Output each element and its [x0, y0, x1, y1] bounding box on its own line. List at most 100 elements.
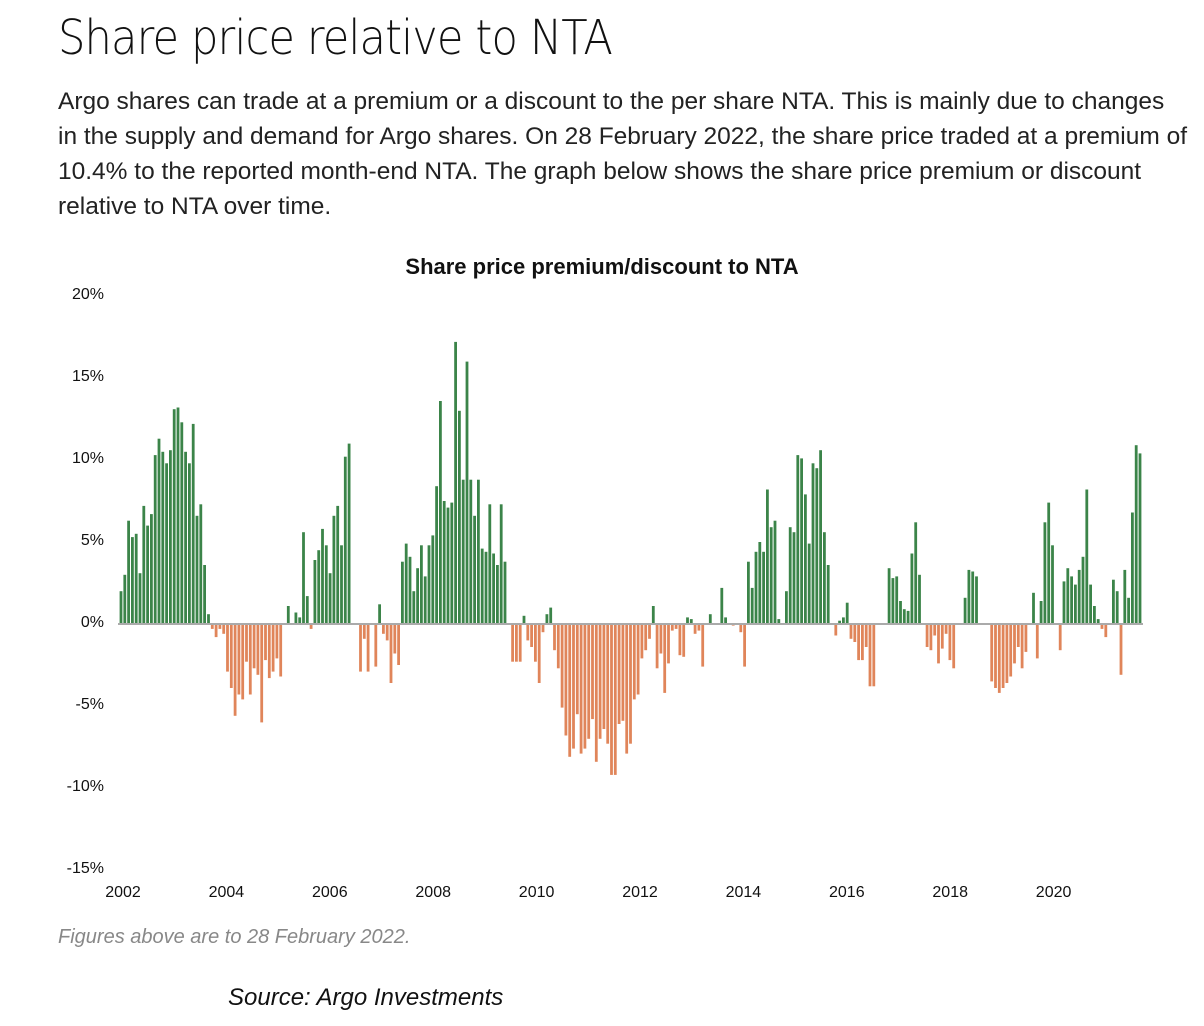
bar-discount: [997, 624, 1001, 693]
bar-premium: [420, 545, 423, 624]
bar-premium: [488, 504, 492, 624]
bar-discount: [655, 624, 659, 669]
bar-premium: [914, 522, 918, 624]
bar-discount: [382, 624, 385, 634]
bar-discount: [602, 624, 606, 729]
bar-discount: [214, 624, 218, 638]
bar-premium: [887, 568, 891, 624]
bar-discount: [229, 624, 233, 688]
bar-discount: [222, 624, 226, 634]
bar-premium: [499, 504, 503, 624]
bar-discount: [279, 624, 283, 677]
bar-premium: [503, 561, 507, 624]
bar-premium: [754, 551, 758, 624]
bar-premium: [191, 423, 195, 624]
bar-premium: [492, 553, 495, 624]
bar-premium: [477, 479, 480, 624]
bar-discount: [393, 624, 397, 654]
bar-discount: [374, 624, 378, 667]
bar-discount: [518, 624, 522, 662]
bar-discount: [644, 624, 648, 651]
bar-premium: [123, 574, 127, 624]
y-tick-label: 15%: [71, 368, 104, 385]
y-tick-label: -5%: [75, 696, 104, 713]
y-tick-label: 0%: [80, 614, 104, 631]
bar-premium: [172, 409, 176, 624]
bar-discount: [591, 624, 594, 720]
bar-premium: [153, 455, 157, 624]
bar-discount: [556, 624, 560, 669]
bar-premium: [788, 527, 792, 624]
bar-discount: [929, 624, 933, 651]
bar-discount: [925, 624, 929, 647]
bar-discount: [1013, 624, 1016, 664]
bar-premium: [549, 607, 553, 624]
bar-premium: [408, 556, 412, 624]
figures-note: Figures above are to 28 February 2022.: [58, 926, 411, 948]
bar-premium: [439, 401, 442, 624]
bar-premium: [1081, 556, 1085, 624]
bar-discount: [1024, 624, 1028, 652]
bar-premium: [902, 609, 906, 624]
bar-discount: [636, 624, 640, 695]
bar-premium: [777, 619, 781, 624]
bar-discount: [861, 624, 864, 661]
bar-discount: [572, 624, 575, 749]
bar-discount: [632, 624, 636, 700]
bar-premium: [450, 502, 454, 624]
bar-premium: [967, 569, 971, 624]
bar-discount: [575, 624, 579, 715]
bar-discount: [743, 624, 746, 667]
bar-premium: [766, 489, 769, 624]
bar-premium: [1127, 597, 1130, 624]
bar-premium: [750, 587, 754, 624]
bar-premium: [473, 515, 476, 624]
bar-premium: [792, 532, 796, 624]
bar-discount: [659, 624, 663, 654]
bar-discount: [1058, 624, 1062, 651]
bar-premium: [971, 571, 975, 624]
bar-discount: [309, 624, 313, 629]
bar-premium: [1096, 619, 1100, 624]
bar-premium: [469, 479, 473, 624]
bar-premium: [119, 591, 123, 624]
x-tick-label: 2014: [725, 884, 762, 901]
bar-discount: [385, 624, 389, 641]
bar-premium: [328, 573, 332, 624]
bar-discount: [267, 624, 271, 679]
bar-premium: [1047, 502, 1051, 624]
bar-premium: [165, 463, 168, 624]
bar-premium: [340, 545, 343, 624]
bar-premium: [1123, 569, 1127, 624]
bar-premium: [773, 520, 777, 624]
y-tick-label: -10%: [66, 778, 104, 795]
bar-discount: [564, 624, 568, 736]
bar-discount: [264, 624, 267, 661]
bar-discount: [667, 624, 670, 664]
bar-premium: [317, 550, 321, 624]
bar-discount: [210, 624, 214, 629]
bar-discount: [541, 624, 545, 633]
bar-premium: [180, 422, 184, 624]
bar-premium: [1070, 576, 1073, 624]
bar-discount: [366, 624, 370, 672]
bar-discount: [256, 624, 260, 675]
bar-premium: [347, 443, 351, 624]
bar-premium: [286, 606, 290, 624]
bar-premium: [522, 615, 526, 624]
bar-discount: [515, 624, 518, 662]
bar-premium: [416, 568, 419, 624]
bar-premium: [891, 578, 895, 624]
bar-premium: [412, 591, 416, 624]
bar-discount: [237, 624, 241, 695]
bar-discount: [1100, 624, 1104, 629]
bar-premium: [1066, 568, 1070, 624]
bar-discount: [362, 624, 366, 639]
bar-premium: [305, 596, 309, 624]
bar-premium: [906, 610, 910, 624]
bar-premium: [1131, 512, 1134, 624]
bar-premium: [1138, 453, 1142, 624]
x-tick-label: 2016: [829, 884, 865, 901]
bar-premium: [343, 456, 347, 624]
